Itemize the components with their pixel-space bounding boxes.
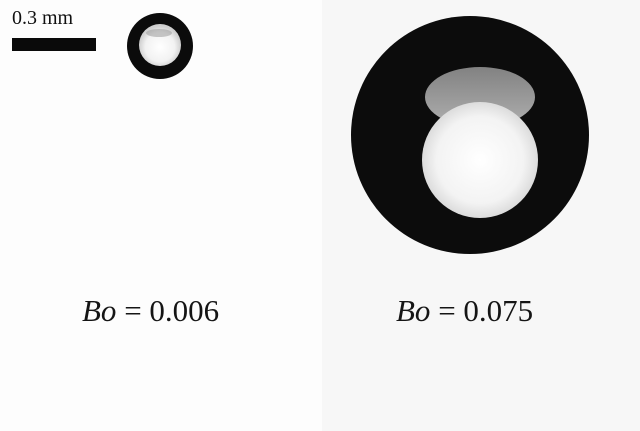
- bond-value-right: 0.075: [463, 293, 534, 328]
- small-drop-image: [127, 13, 193, 79]
- bond-symbol-right: Bo: [396, 293, 431, 328]
- equals-right: =: [430, 293, 464, 328]
- equals-left: =: [116, 293, 150, 328]
- bond-symbol-left: Bo: [82, 293, 117, 328]
- large-drop-image: [351, 16, 589, 254]
- left-panel: 0.3 mm Bo = 0.006: [12, 7, 220, 330]
- large-drop-core: [422, 102, 538, 218]
- right-panel: Bo = 0.075: [322, 0, 640, 431]
- bond-value-left: 0.006: [149, 293, 220, 328]
- scale-bar: [12, 38, 96, 51]
- small-drop-top-shadow: [146, 29, 172, 37]
- bond-number-label-left: Bo = 0.006: [82, 292, 219, 330]
- bond-number-label-right: Bo = 0.075: [396, 292, 533, 330]
- scale-bar-label: 0.3 mm: [12, 7, 74, 29]
